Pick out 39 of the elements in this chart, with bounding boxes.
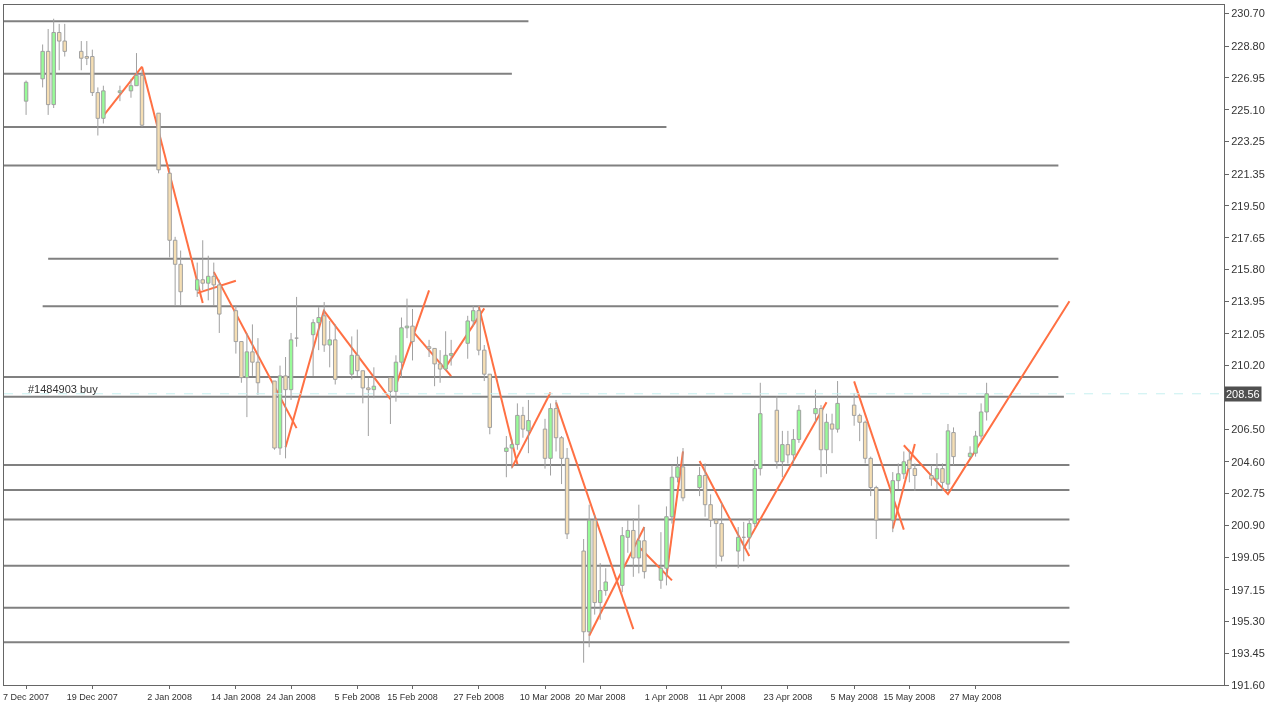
x-tick-label: 2 Jan 2008	[147, 691, 192, 702]
x-tick-label: 7 Dec 2007	[3, 691, 50, 702]
x-tick-label: 24 Jan 2008	[266, 691, 316, 702]
x-tick-label: 27 May 2008	[949, 691, 1002, 702]
y-tick-label: 204.60	[1231, 455, 1265, 468]
y-tick-label: 215.80	[1231, 263, 1265, 276]
y-tick-label: 225.10	[1231, 103, 1265, 116]
x-tick-label: 19 Dec 2007	[66, 691, 118, 702]
ref-line-label: 208.56	[1226, 388, 1260, 400]
x-tick-label: 5 May 2008	[830, 691, 878, 702]
x-tick-label: 27 Feb 2008	[453, 691, 505, 702]
x-tick-label: 14 Jan 2008	[211, 691, 261, 702]
y-tick-label: 197.15	[1231, 583, 1265, 596]
y-tick-label: 213.95	[1231, 295, 1265, 308]
y-tick-label: 226.95	[1231, 71, 1265, 84]
y-tick-label: 195.30	[1231, 615, 1265, 628]
y-tick-label: 210.20	[1231, 359, 1265, 372]
y-tick-label: 191.60	[1231, 678, 1265, 691]
x-tick-label: 15 Feb 2008	[387, 691, 438, 702]
y-tick-label: 221.35	[1231, 167, 1265, 180]
x-tick-label: 10 Mar 2008	[519, 691, 571, 702]
y-tick-label: 199.05	[1231, 550, 1265, 563]
y-tick-label: 206.50	[1231, 422, 1265, 435]
x-tick-label: 15 May 2008	[883, 691, 936, 702]
y-tick-label: 228.80	[1231, 40, 1265, 53]
y-tick-label: 219.50	[1231, 199, 1265, 212]
annotation: #1484903 buy	[28, 383, 99, 395]
x-tick-label: 11 Apr 2008	[697, 691, 746, 702]
y-tick-label: 212.05	[1231, 327, 1265, 340]
x-tick-label: 23 Apr 2008	[763, 691, 813, 702]
y-tick-label: 230.70	[1231, 7, 1265, 20]
y-tick-label: 200.90	[1231, 519, 1265, 532]
x-tick-label: 20 Mar 2008	[574, 691, 626, 702]
x-tick-label: 5 Feb 2008	[334, 691, 381, 702]
y-tick-label: 217.65	[1231, 231, 1265, 244]
x-tick-label: 1 Apr 2008	[644, 691, 689, 702]
y-tick-label: 223.25	[1231, 135, 1265, 148]
y-tick-label: 193.45	[1231, 647, 1265, 660]
y-tick-label: 202.75	[1231, 487, 1265, 500]
